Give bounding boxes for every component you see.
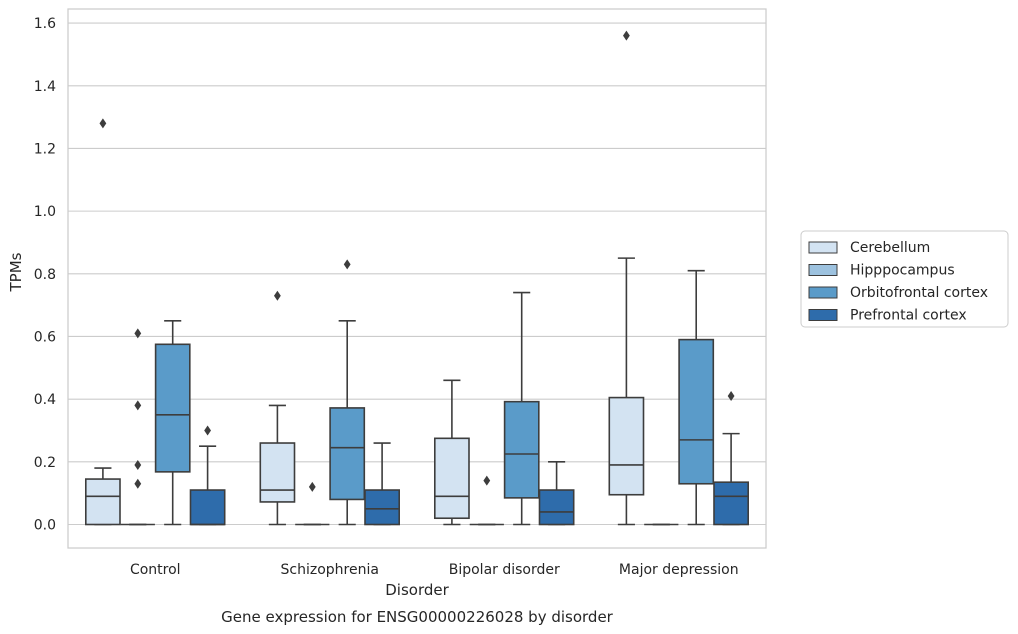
outlier-point — [274, 290, 281, 301]
box-group — [120, 328, 155, 526]
box-group — [678, 269, 715, 526]
legend-swatch — [808, 264, 838, 276]
x-tick-label: Bipolar disorder — [449, 562, 560, 578]
box — [364, 489, 401, 526]
legend-swatch — [808, 309, 838, 321]
y-tick-label: 0.8 — [34, 267, 56, 283]
box-group — [189, 425, 226, 526]
box — [259, 442, 296, 503]
box — [154, 343, 191, 473]
box — [678, 338, 715, 485]
outlier-point — [99, 118, 107, 129]
chart-caption: Gene expression for ENSG00000226028 by d… — [221, 608, 614, 626]
x-axis-ticks: Control Schizophrenia Bipolar disorder Majo… — [130, 562, 739, 578]
outlier-point — [204, 425, 211, 436]
box — [503, 400, 540, 499]
box — [189, 489, 226, 526]
box-group — [713, 391, 750, 526]
y-tick-label: 1.6 — [34, 16, 56, 32]
legend-swatch — [808, 241, 838, 254]
outlier-point — [134, 328, 142, 339]
x-tick-label: Control — [130, 562, 181, 578]
box-group — [364, 442, 401, 526]
y-tick-label: 0.0 — [34, 517, 56, 533]
x-axis-label: Disorder — [385, 581, 449, 599]
legend-label: Orbitofrontal cortex — [850, 285, 988, 301]
box — [713, 481, 750, 526]
box — [329, 407, 366, 501]
y-tick-label: 0.2 — [34, 455, 56, 471]
box-group — [433, 379, 470, 526]
legend-swatch — [808, 286, 838, 299]
outlier-point — [134, 400, 142, 411]
legend-label: Cerebellum — [850, 240, 930, 256]
box — [608, 396, 645, 496]
outlier-point — [483, 475, 491, 486]
box-group — [608, 30, 645, 526]
box-group — [329, 259, 366, 526]
outlier-point — [134, 478, 142, 489]
y-tick-label: 1.4 — [34, 79, 56, 95]
y-tick-label: 1.2 — [34, 141, 56, 157]
x-tick-label: Major depression — [619, 562, 739, 578]
box-group — [503, 291, 540, 526]
box-group — [84, 118, 121, 526]
y-axis-ticks: 0.0 0.2 0.4 0.6 0.8 1.0 1.2 1.4 1.6 — [34, 16, 56, 533]
outlier-point — [623, 30, 630, 41]
y-tick-label: 0.6 — [34, 329, 56, 345]
legend-label: Hipppocampus — [850, 263, 955, 279]
y-tick-label: 0.4 — [34, 392, 56, 408]
outlier-point — [727, 391, 735, 402]
box-group — [154, 320, 191, 526]
y-axis-label: TPMs — [7, 252, 25, 292]
outlier-point — [308, 481, 316, 492]
legend: Cerebellum Hipppocampus Orbitofrontal cort… — [800, 230, 1009, 328]
plot-frame — [67, 8, 767, 549]
box-group — [469, 475, 504, 526]
legend-frame — [800, 230, 1009, 328]
box — [84, 478, 121, 526]
box-group — [538, 461, 575, 526]
x-tick-label: Schizophrenia — [281, 562, 379, 578]
outlier-point — [343, 259, 351, 270]
plot-area — [84, 30, 750, 526]
legend-label: Prefrontal cortex — [850, 308, 967, 324]
y-tick-label: 1.0 — [34, 204, 56, 220]
box — [433, 437, 470, 520]
box-group — [259, 290, 296, 526]
outlier-point — [134, 459, 142, 470]
box-group — [295, 481, 330, 526]
box — [538, 489, 575, 526]
